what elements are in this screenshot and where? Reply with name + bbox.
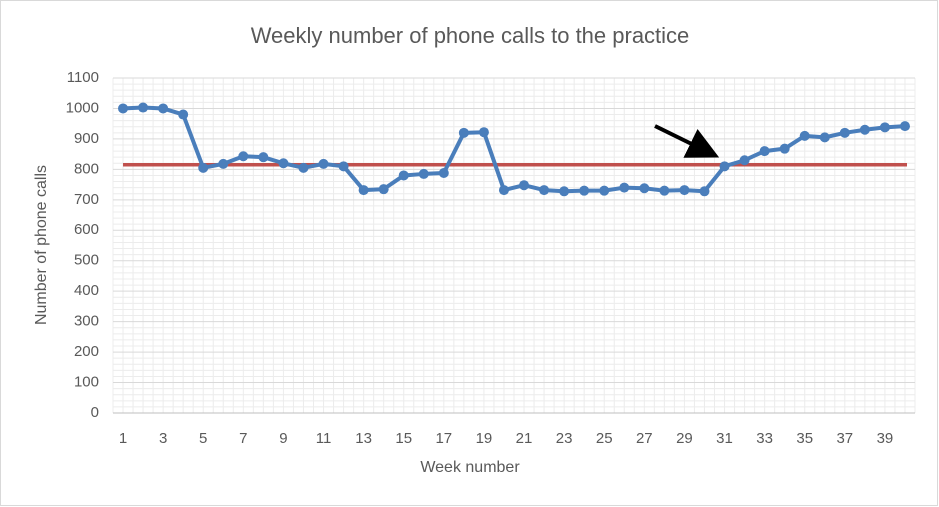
x-tick-label: 27 — [636, 430, 653, 447]
data-point — [759, 146, 770, 157]
data-point — [418, 168, 429, 179]
chart-title: Weekly number of phone calls to the prac… — [251, 23, 690, 48]
x-tick-label: 17 — [435, 430, 452, 447]
data-point — [118, 103, 129, 114]
x-tick-label: 7 — [239, 430, 247, 447]
y-tick-label: 300 — [74, 313, 99, 330]
data-point — [198, 162, 209, 173]
x-tick-label: 21 — [516, 430, 533, 447]
x-tick-label: 23 — [556, 430, 573, 447]
data-point — [478, 127, 489, 138]
data-point — [398, 170, 409, 181]
x-tick-label: 15 — [395, 430, 412, 447]
data-point — [839, 127, 850, 138]
y-axis-label: Number of phone calls — [33, 165, 50, 325]
x-tick-label: 33 — [756, 430, 773, 447]
x-tick-label: 9 — [279, 430, 287, 447]
data-point — [238, 151, 249, 162]
data-point — [659, 185, 670, 196]
data-point — [879, 122, 890, 133]
y-tick-label: 0 — [91, 404, 99, 421]
grid — [112, 77, 916, 414]
annotation-arrow — [654, 124, 720, 158]
data-point — [579, 185, 590, 196]
data-point — [278, 158, 289, 169]
y-tick-label: 200 — [74, 343, 99, 360]
x-tick-label: 29 — [676, 430, 693, 447]
data-point — [458, 127, 469, 138]
data-point — [178, 109, 189, 120]
data-point — [218, 158, 229, 169]
data-point — [679, 185, 690, 196]
data-point — [899, 121, 910, 132]
y-tick-label: 900 — [74, 130, 99, 147]
data-point — [258, 152, 269, 163]
data-point — [699, 186, 710, 197]
data-point — [438, 168, 449, 179]
data-point — [318, 158, 329, 169]
data-point — [739, 155, 750, 166]
data-point — [378, 184, 389, 195]
x-tick-label: 5 — [199, 430, 207, 447]
data-point — [559, 186, 570, 197]
data-point — [799, 130, 810, 141]
x-tick-label: 1 — [119, 430, 127, 447]
data-point — [358, 185, 369, 196]
data-point — [539, 185, 550, 196]
data-point — [859, 124, 870, 135]
x-tick-label: 25 — [596, 430, 613, 447]
y-tick-label: 800 — [74, 160, 99, 177]
y-tick-label: 500 — [74, 252, 99, 269]
y-tick-label: 600 — [74, 221, 99, 238]
data-point — [599, 185, 610, 196]
x-tick-label: 37 — [836, 430, 853, 447]
data-point — [819, 132, 830, 143]
x-tick-label: 35 — [796, 430, 813, 447]
data-point — [779, 143, 790, 154]
y-tick-label: 100 — [74, 374, 99, 391]
y-tick-label: 700 — [74, 191, 99, 208]
x-tick-label: 19 — [476, 430, 493, 447]
x-tick-label: 3 — [159, 430, 167, 447]
x-tick-label: 11 — [316, 430, 332, 447]
data-point — [639, 183, 650, 194]
data-line — [122, 105, 906, 194]
x-tick-label: 39 — [877, 430, 894, 447]
data-point — [298, 162, 309, 173]
data-point — [519, 180, 530, 191]
data-point — [138, 102, 149, 113]
x-tick-label: 31 — [716, 430, 733, 447]
data-point — [158, 103, 169, 114]
y-tick-label: 1000 — [66, 99, 99, 116]
data-point — [619, 182, 630, 193]
x-tick-label: 13 — [355, 430, 372, 447]
data-point — [498, 185, 509, 196]
y-tick-label: 1100 — [67, 69, 99, 86]
y-tick-label: 400 — [74, 282, 99, 299]
x-axis-label: Week number — [420, 459, 520, 476]
data-point — [719, 161, 730, 172]
data-point — [338, 161, 349, 172]
